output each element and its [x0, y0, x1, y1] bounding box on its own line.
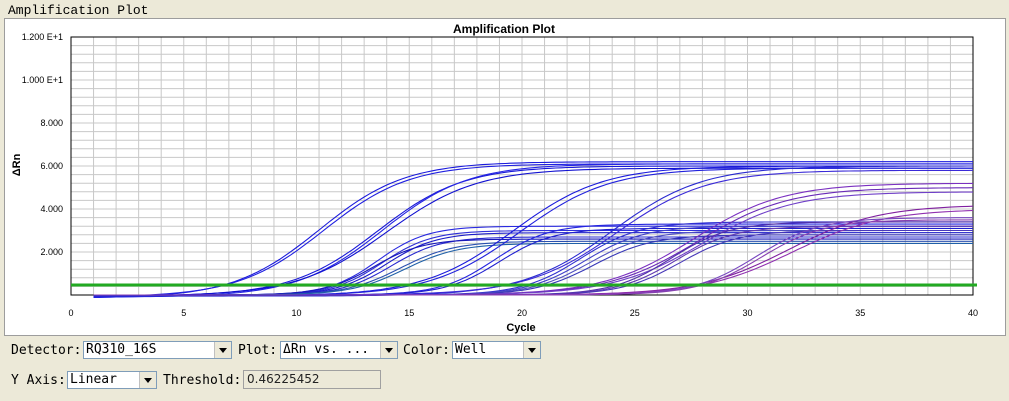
threshold-label: Threshold:: [163, 373, 242, 388]
series-line-1: [93, 161, 973, 299]
chevron-down-icon[interactable]: [523, 342, 540, 358]
plot-select[interactable]: ΔRn vs. ...: [280, 341, 398, 359]
y-axis-scale-label: Y Axis:: [11, 373, 66, 388]
detector-select[interactable]: RQ310_16S: [83, 341, 232, 359]
y-axis-label: ΔRn: [11, 153, 23, 176]
detector-label: Detector:: [11, 343, 82, 358]
threshold-input[interactable]: 0.46225452: [243, 370, 381, 389]
y-axis-scale-value: Linear: [70, 372, 117, 387]
detector-value: RQ310_16S: [86, 342, 157, 357]
chevron-down-icon[interactable]: [139, 372, 156, 388]
y-tick-label: 6.000: [40, 161, 63, 171]
y-tick-label: 1.000 E+1: [22, 75, 63, 85]
x-tick-label: 25: [630, 308, 640, 318]
chevron-down-icon[interactable]: [214, 342, 231, 358]
x-axis-label: Cycle: [506, 322, 535, 334]
chevron-down-icon[interactable]: [380, 342, 397, 358]
series-line-32: [93, 219, 974, 296]
color-value: Well: [455, 342, 487, 357]
y-tick-label: 4.000: [40, 204, 63, 214]
color-label: Color:: [403, 343, 450, 358]
y-tick-label: 8.000: [40, 118, 63, 128]
x-tick-label: 30: [742, 308, 752, 318]
x-tick-label: 5: [181, 308, 186, 318]
plot-value: ΔRn vs. ...: [283, 342, 370, 357]
y-tick-label: 2.000: [40, 247, 63, 257]
color-select[interactable]: Well: [452, 341, 541, 359]
x-tick-label: 40: [968, 308, 978, 318]
x-tick-label: 0: [68, 308, 73, 318]
series-line-4: [93, 163, 973, 298]
x-tick-label: 20: [517, 308, 527, 318]
panel-title: Amplification Plot: [8, 3, 149, 18]
y-tick-label: 1.200 E+1: [22, 32, 63, 42]
y-axis-scale-select[interactable]: Linear: [67, 371, 157, 389]
amplification-plot-chart: Amplification Plot 0 5 10 15 20 25 30 35 40 2.000…: [11, 22, 979, 334]
series-line-17: [93, 165, 973, 297]
x-tick-label: 15: [404, 308, 414, 318]
chart-title: Amplification Plot: [453, 22, 555, 36]
tick-labels: 0 5 10 15 20 25 30 35 40 2.000 4.000 6.000 8.000 1.00…: [22, 32, 978, 318]
x-tick-label: 35: [855, 308, 865, 318]
plot-label: Plot:: [238, 343, 278, 358]
series-layer: [93, 161, 974, 299]
x-tick-label: 10: [291, 308, 301, 318]
